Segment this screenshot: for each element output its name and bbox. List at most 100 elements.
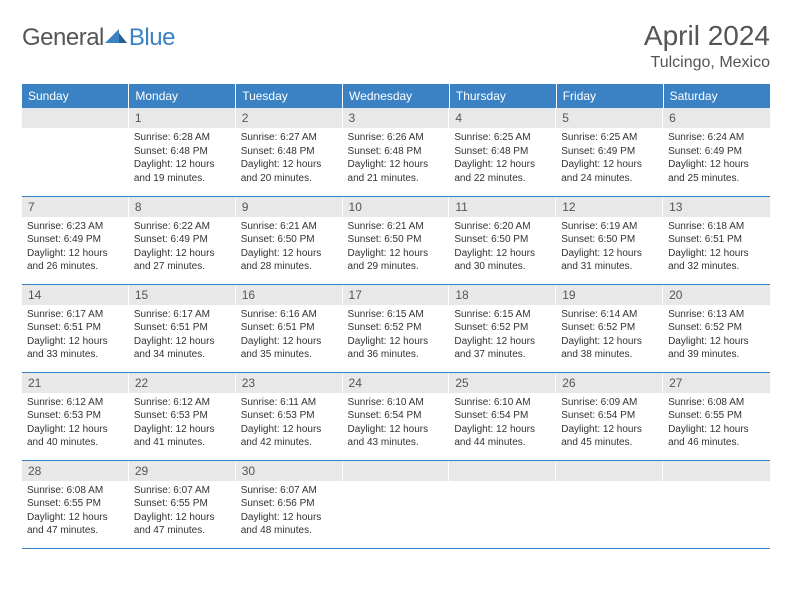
calendar-cell: 8Sunrise: 6:22 AMSunset: 6:49 PMDaylight… bbox=[129, 196, 236, 284]
calendar-cell: 17Sunrise: 6:15 AMSunset: 6:52 PMDayligh… bbox=[343, 284, 450, 372]
calendar-week-row: 1Sunrise: 6:28 AMSunset: 6:48 PMDaylight… bbox=[22, 108, 770, 196]
sunrise-text: Sunrise: 6:26 AM bbox=[348, 131, 445, 145]
day-number: 29 bbox=[129, 461, 236, 481]
calendar-header-row: SundayMondayTuesdayWednesdayThursdayFrid… bbox=[22, 84, 770, 108]
sunset-text: Sunset: 6:49 PM bbox=[27, 233, 124, 247]
daylight-text: Daylight: 12 hours and 36 minutes. bbox=[348, 335, 445, 362]
weekday-header: Tuesday bbox=[236, 84, 343, 108]
day-data: Sunrise: 6:20 AMSunset: 6:50 PMDaylight:… bbox=[449, 217, 556, 279]
sunrise-text: Sunrise: 6:08 AM bbox=[668, 396, 765, 410]
sunrise-text: Sunrise: 6:18 AM bbox=[668, 220, 765, 234]
day-number-empty bbox=[343, 461, 450, 481]
daylight-text: Daylight: 12 hours and 46 minutes. bbox=[668, 423, 765, 450]
day-number: 11 bbox=[449, 197, 556, 217]
calendar-page: General Blue April 2024 Tulcingo, Mexico… bbox=[0, 0, 792, 559]
day-number: 6 bbox=[663, 108, 770, 128]
sunrise-text: Sunrise: 6:07 AM bbox=[134, 484, 231, 498]
day-number: 1 bbox=[129, 108, 236, 128]
weekday-header: Thursday bbox=[449, 84, 556, 108]
sunrise-text: Sunrise: 6:10 AM bbox=[454, 396, 551, 410]
weekday-header: Wednesday bbox=[343, 84, 450, 108]
sunset-text: Sunset: 6:52 PM bbox=[561, 321, 658, 335]
daylight-text: Daylight: 12 hours and 44 minutes. bbox=[454, 423, 551, 450]
calendar-body: 1Sunrise: 6:28 AMSunset: 6:48 PMDaylight… bbox=[22, 108, 770, 548]
sunset-text: Sunset: 6:53 PM bbox=[134, 409, 231, 423]
calendar-cell: 18Sunrise: 6:15 AMSunset: 6:52 PMDayligh… bbox=[449, 284, 556, 372]
daylight-text: Daylight: 12 hours and 42 minutes. bbox=[241, 423, 338, 450]
sunset-text: Sunset: 6:50 PM bbox=[454, 233, 551, 247]
daylight-text: Daylight: 12 hours and 31 minutes. bbox=[561, 247, 658, 274]
day-data: Sunrise: 6:17 AMSunset: 6:51 PMDaylight:… bbox=[22, 305, 129, 367]
daylight-text: Daylight: 12 hours and 47 minutes. bbox=[134, 511, 231, 538]
calendar-cell: 16Sunrise: 6:16 AMSunset: 6:51 PMDayligh… bbox=[236, 284, 343, 372]
calendar-cell bbox=[556, 460, 663, 548]
day-data: Sunrise: 6:12 AMSunset: 6:53 PMDaylight:… bbox=[129, 393, 236, 455]
day-data-empty bbox=[449, 481, 556, 531]
sunrise-text: Sunrise: 6:19 AM bbox=[561, 220, 658, 234]
day-data: Sunrise: 6:25 AMSunset: 6:49 PMDaylight:… bbox=[556, 128, 663, 190]
calendar-cell bbox=[449, 460, 556, 548]
day-number: 19 bbox=[556, 285, 663, 305]
sunrise-text: Sunrise: 6:12 AM bbox=[134, 396, 231, 410]
daylight-text: Daylight: 12 hours and 21 minutes. bbox=[348, 158, 445, 185]
daylight-text: Daylight: 12 hours and 25 minutes. bbox=[668, 158, 765, 185]
daylight-text: Daylight: 12 hours and 24 minutes. bbox=[561, 158, 658, 185]
title-block: April 2024 Tulcingo, Mexico bbox=[644, 20, 770, 72]
day-data-empty bbox=[22, 128, 129, 178]
day-data-empty bbox=[343, 481, 450, 531]
day-data-empty bbox=[556, 481, 663, 531]
calendar-cell: 23Sunrise: 6:11 AMSunset: 6:53 PMDayligh… bbox=[236, 372, 343, 460]
sunrise-text: Sunrise: 6:27 AM bbox=[241, 131, 338, 145]
day-data: Sunrise: 6:07 AMSunset: 6:56 PMDaylight:… bbox=[236, 481, 343, 543]
weekday-header: Friday bbox=[556, 84, 663, 108]
day-number: 28 bbox=[22, 461, 129, 481]
calendar-cell: 7Sunrise: 6:23 AMSunset: 6:49 PMDaylight… bbox=[22, 196, 129, 284]
day-number: 7 bbox=[22, 197, 129, 217]
sunrise-text: Sunrise: 6:14 AM bbox=[561, 308, 658, 322]
sunrise-text: Sunrise: 6:21 AM bbox=[241, 220, 338, 234]
calendar-cell: 28Sunrise: 6:08 AMSunset: 6:55 PMDayligh… bbox=[22, 460, 129, 548]
calendar-cell: 24Sunrise: 6:10 AMSunset: 6:54 PMDayligh… bbox=[343, 372, 450, 460]
calendar-cell: 29 Sunrise: 6:07 AMSunset: 6:55 PMDayligh… bbox=[129, 460, 236, 548]
daylight-text: Daylight: 12 hours and 30 minutes. bbox=[454, 247, 551, 274]
calendar-cell: 30Sunrise: 6:07 AMSunset: 6:56 PMDayligh… bbox=[236, 460, 343, 548]
page-header: General Blue April 2024 Tulcingo, Mexico bbox=[22, 20, 770, 72]
sunrise-text: Sunrise: 6:15 AM bbox=[348, 308, 445, 322]
sunset-text: Sunset: 6:55 PM bbox=[668, 409, 765, 423]
day-number: 14 bbox=[22, 285, 129, 305]
sunset-text: Sunset: 6:50 PM bbox=[348, 233, 445, 247]
sunset-text: Sunset: 6:48 PM bbox=[241, 145, 338, 159]
daylight-text: Daylight: 12 hours and 34 minutes. bbox=[134, 335, 231, 362]
weekday-header: Saturday bbox=[663, 84, 770, 108]
sunset-text: Sunset: 6:54 PM bbox=[561, 409, 658, 423]
sunset-text: Sunset: 6:52 PM bbox=[348, 321, 445, 335]
calendar-cell: 4Sunrise: 6:25 AMSunset: 6:48 PMDaylight… bbox=[449, 108, 556, 196]
day-data: Sunrise: 6:24 AMSunset: 6:49 PMDaylight:… bbox=[663, 128, 770, 190]
sunset-text: Sunset: 6:55 PM bbox=[134, 497, 231, 511]
calendar-cell: 1Sunrise: 6:28 AMSunset: 6:48 PMDaylight… bbox=[129, 108, 236, 196]
day-number: 15 bbox=[129, 285, 236, 305]
day-number: 23 bbox=[236, 373, 343, 393]
day-number: 20 bbox=[663, 285, 770, 305]
day-number: 22 bbox=[129, 373, 236, 393]
calendar-cell: 9Sunrise: 6:21 AMSunset: 6:50 PMDaylight… bbox=[236, 196, 343, 284]
calendar-cell: 15Sunrise: 6:17 AMSunset: 6:51 PMDayligh… bbox=[129, 284, 236, 372]
day-data: Sunrise: 6:27 AMSunset: 6:48 PMDaylight:… bbox=[236, 128, 343, 190]
sunrise-text: Sunrise: 6:25 AM bbox=[454, 131, 551, 145]
sunrise-text: Sunrise: 6:20 AM bbox=[454, 220, 551, 234]
sunset-text: Sunset: 6:52 PM bbox=[454, 321, 551, 335]
daylight-text: Daylight: 12 hours and 29 minutes. bbox=[348, 247, 445, 274]
day-data: Sunrise: 6:15 AMSunset: 6:52 PMDaylight:… bbox=[449, 305, 556, 367]
sunset-text: Sunset: 6:50 PM bbox=[241, 233, 338, 247]
daylight-text: Daylight: 12 hours and 39 minutes. bbox=[668, 335, 765, 362]
day-number: 16 bbox=[236, 285, 343, 305]
sunrise-text: Sunrise: 6:07 AM bbox=[241, 484, 338, 498]
day-data: Sunrise: 6:21 AMSunset: 6:50 PMDaylight:… bbox=[236, 217, 343, 279]
calendar-cell bbox=[663, 460, 770, 548]
sunrise-text: Sunrise: 6:12 AM bbox=[27, 396, 124, 410]
sunset-text: Sunset: 6:51 PM bbox=[241, 321, 338, 335]
calendar-cell bbox=[22, 108, 129, 196]
day-number: 13 bbox=[663, 197, 770, 217]
day-data: Sunrise: 6:09 AMSunset: 6:54 PMDaylight:… bbox=[556, 393, 663, 455]
calendar-cell: 11Sunrise: 6:20 AMSunset: 6:50 PMDayligh… bbox=[449, 196, 556, 284]
